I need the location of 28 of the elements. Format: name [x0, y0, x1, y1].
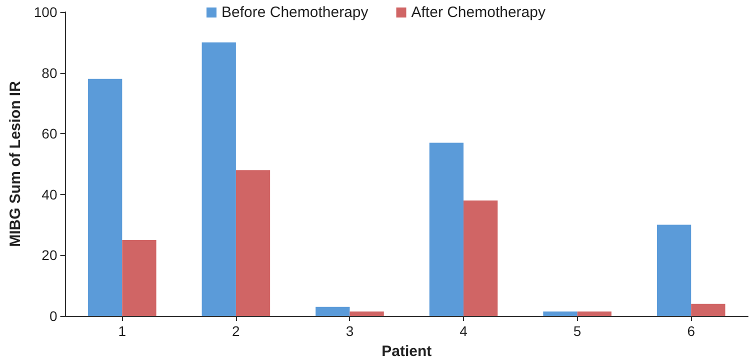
bar [88, 78, 122, 316]
bar [691, 304, 726, 316]
bar [543, 311, 578, 316]
y-tick-label: 20 [42, 247, 58, 264]
y-tick-label: 60 [42, 126, 58, 142]
bar [122, 240, 156, 316]
x-tick-label: 5 [573, 323, 582, 339]
bar [656, 224, 692, 316]
y-tick-label: 0 [49, 308, 58, 324]
x-tick-label: 3 [346, 323, 354, 339]
x-tick-label: 4 [460, 323, 468, 339]
bar [464, 200, 498, 316]
y-tick-label: 100 [34, 4, 58, 20]
bar [577, 311, 612, 316]
y-axis-title: MIBG Sum of Lesion IR [7, 80, 24, 247]
bar [236, 170, 270, 316]
bar [350, 311, 384, 316]
bar [429, 142, 464, 316]
x-tick-label: 1 [118, 323, 126, 339]
x-axis-title: Patient [382, 343, 432, 360]
legend-label: After Chemotherapy [411, 4, 546, 21]
x-tick-label: 2 [232, 323, 240, 339]
bar [316, 306, 350, 316]
y-tick-label: 40 [42, 186, 58, 202]
x-tick-label: 6 [687, 323, 696, 339]
legend-label: Before Chemotherapy [222, 4, 369, 21]
bar [202, 42, 236, 316]
y-tick-label: 80 [42, 64, 58, 81]
